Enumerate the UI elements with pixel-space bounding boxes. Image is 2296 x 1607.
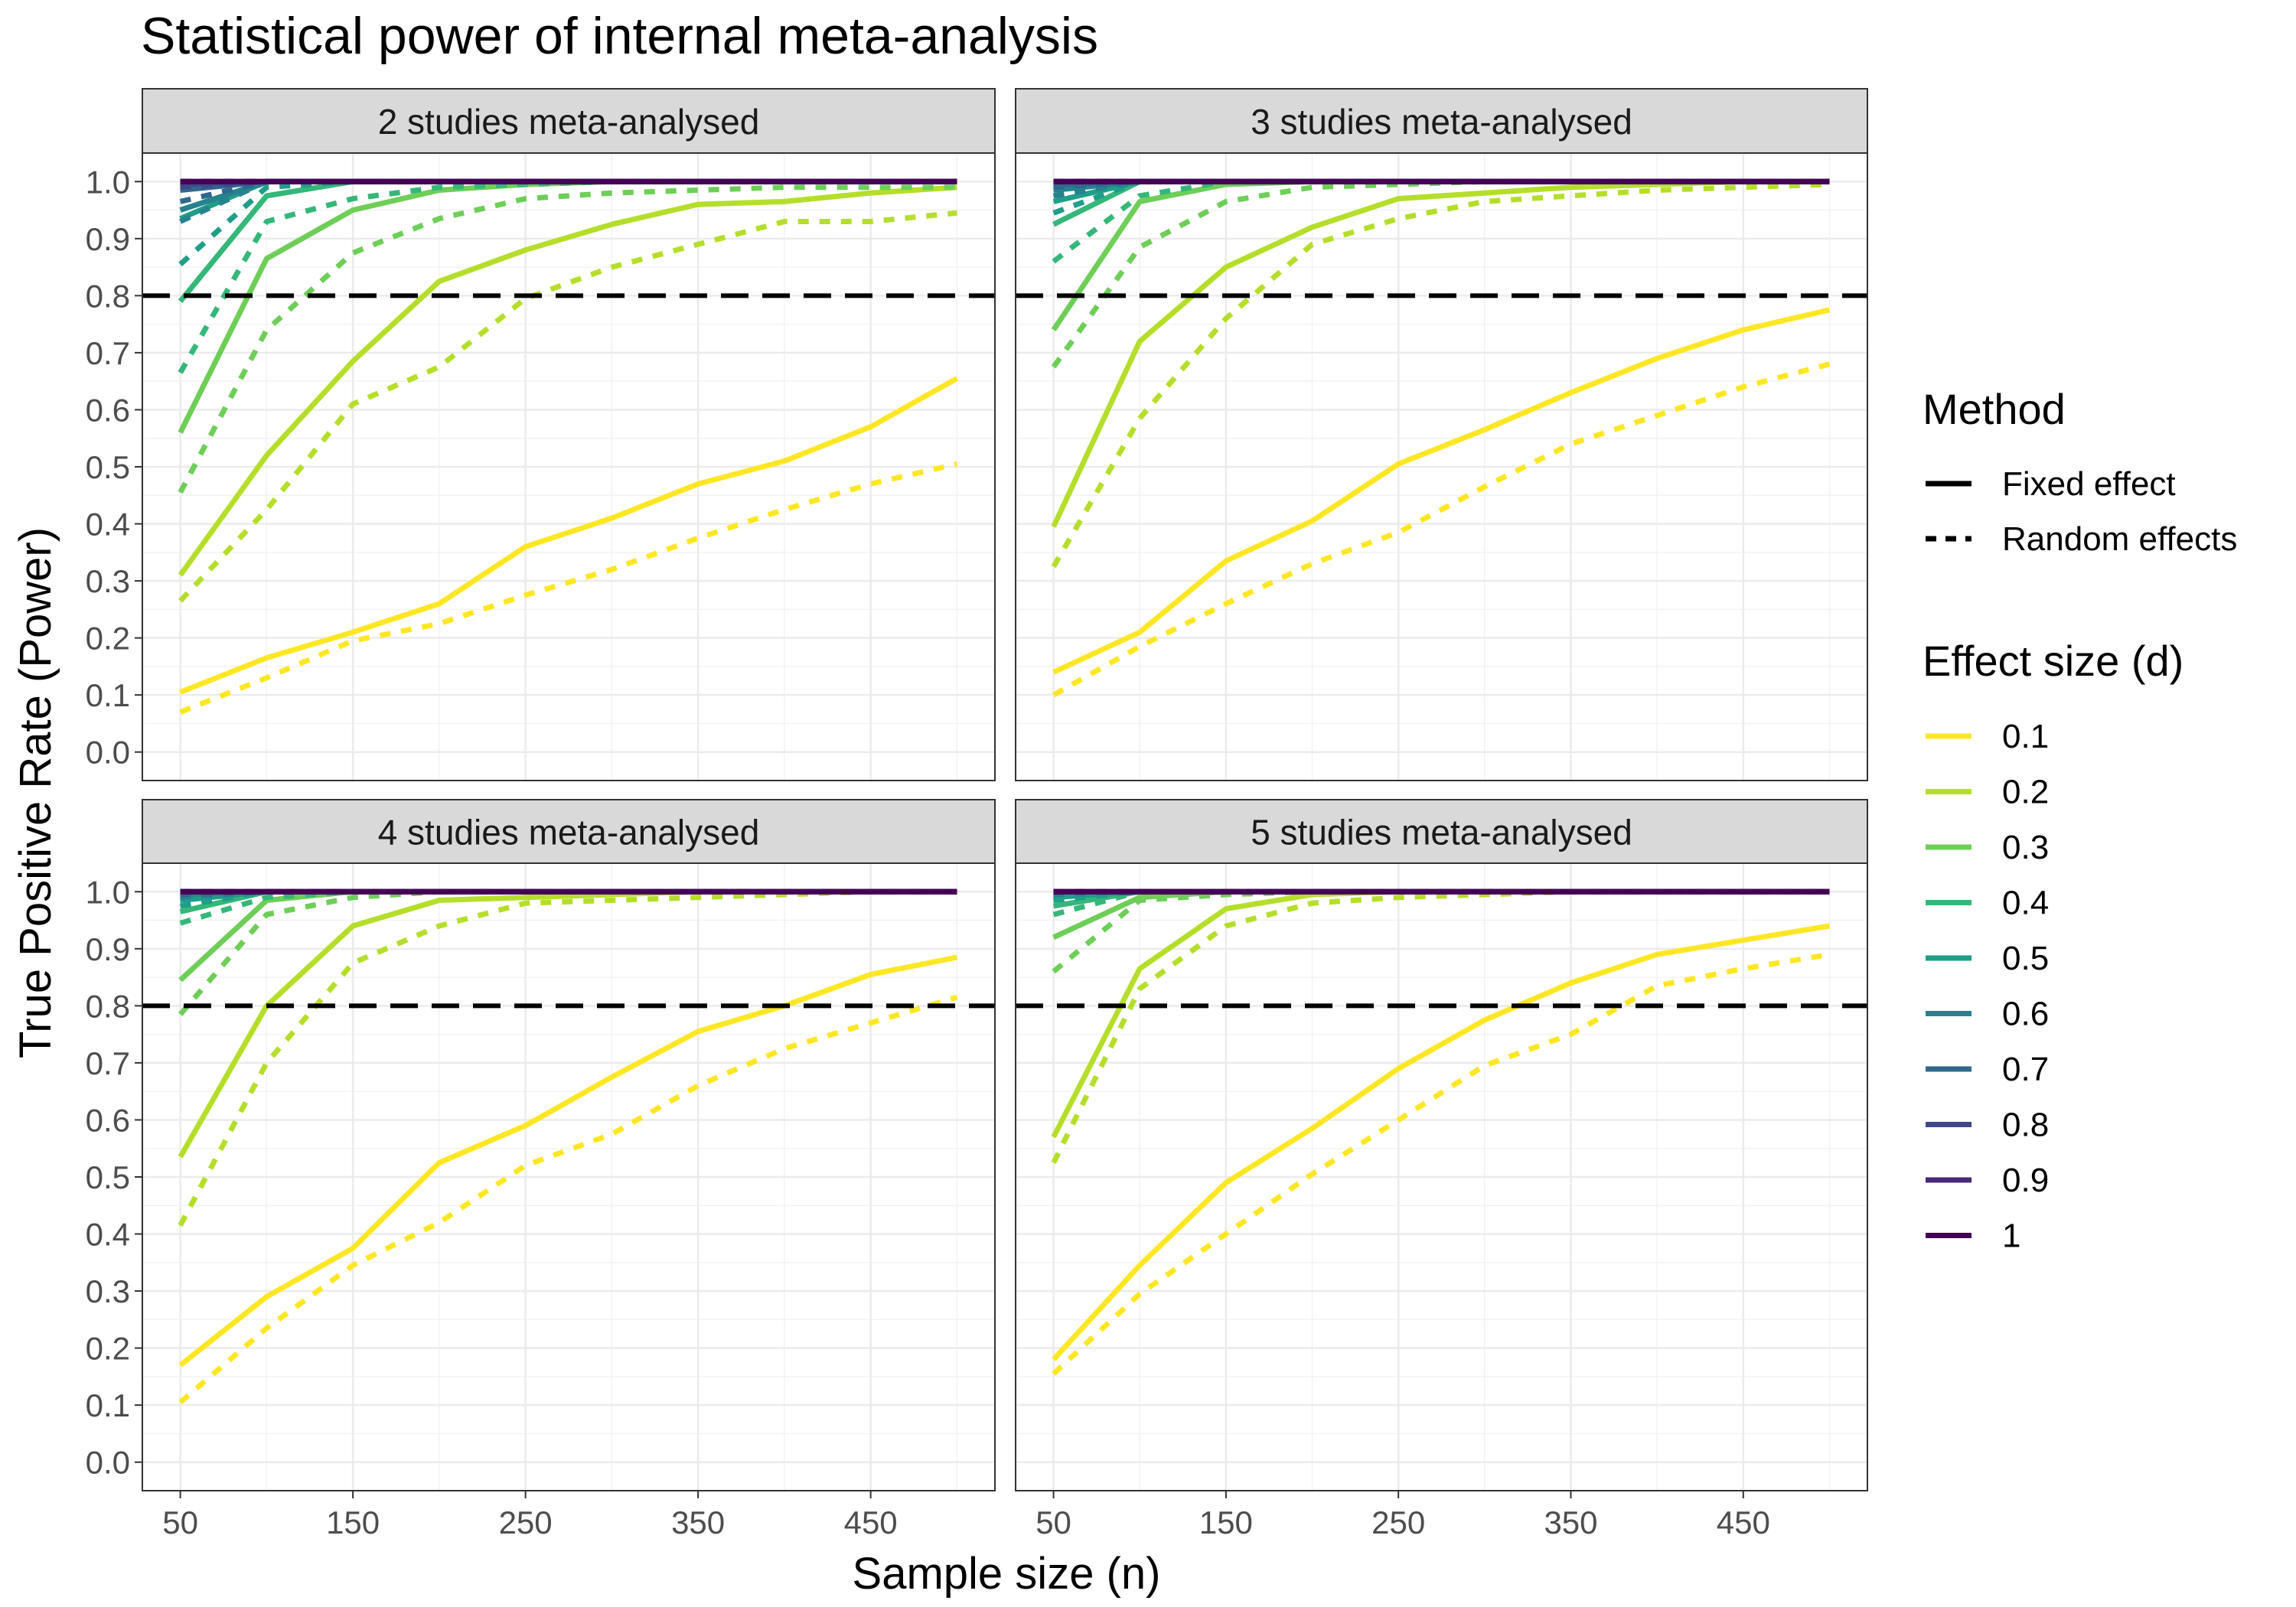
y-tick-label: 0.2: [86, 1331, 130, 1367]
x-tick-label: 450: [1717, 1504, 1770, 1540]
y-tick-label: 0.0: [86, 1445, 130, 1481]
y-tick-label: 1.0: [86, 874, 130, 910]
x-tick-label: 350: [671, 1504, 725, 1540]
y-tick-label: 0.8: [86, 278, 130, 314]
x-tick-label: 50: [162, 1504, 198, 1540]
facet-panel: 5 studies meta-analysed 50 150 250 350 450: [1015, 799, 1868, 1540]
facet-panel: 2 studies meta-analysed 0.0 0.1 0.2 0.3 0.4 0.…: [86, 88, 996, 781]
series-line: [179, 376, 959, 695]
series-line: [178, 954, 958, 1367]
series-line: [178, 184, 957, 577]
chart-title: Statistical power of internal meta-analy…: [141, 7, 1098, 65]
series-line: [178, 994, 958, 1405]
series-line: [1052, 923, 1830, 1361]
legend-effect-label: 0.7: [2002, 1051, 2049, 1088]
legend-effect-label: 0.6: [2002, 996, 2049, 1033]
legend-effect-title: Effect size (d): [1923, 637, 2183, 685]
facet-strip-label: 3 studies meta-analysed: [1251, 102, 1632, 142]
facet-strip-label: 5 studies meta-analysed: [1251, 813, 1632, 852]
y-tick-label: 0.1: [86, 677, 130, 713]
facet-strip: [142, 799, 996, 864]
y-tick-label: 0.7: [86, 1045, 130, 1081]
x-tick-label: 150: [1199, 1504, 1253, 1540]
legend-effect-label: 0.8: [2002, 1107, 2049, 1144]
series-line: [178, 184, 957, 494]
y-tick-label: 0.3: [86, 563, 130, 599]
series-line: [1051, 181, 1830, 569]
legend-effect-label: 0.5: [2002, 940, 2049, 977]
x-axis-title: Sample size (n): [853, 1549, 1161, 1599]
y-tick-label: 0.9: [86, 221, 130, 257]
y-tick-label: 0.1: [86, 1387, 130, 1423]
facet-strip: [1015, 799, 1868, 864]
legend-method-label: Random effects: [2002, 520, 2237, 558]
y-tick-label: 0.8: [86, 988, 130, 1024]
series-line: [1052, 361, 1831, 698]
y-tick-label: 0.6: [86, 392, 130, 428]
panel-border: [1015, 152, 1868, 781]
series-line: [1051, 178, 1830, 369]
series-line: [178, 210, 957, 603]
legend-effect-label: 0.2: [2002, 774, 2049, 811]
facet-panel: 3 studies meta-analysed: [1015, 88, 1868, 781]
y-tick-label: 0.9: [86, 931, 130, 967]
series-line: [1052, 951, 1830, 1376]
x-tick-label: 250: [1371, 1504, 1425, 1540]
legend-effect-label: 0.4: [2002, 885, 2049, 922]
legend-effect-label: 1: [2002, 1217, 2020, 1255]
series-line: [178, 178, 957, 267]
legend-effect-label: 0.3: [2002, 829, 2049, 866]
y-tick-label: 0.6: [86, 1102, 130, 1138]
legend-effect-label: 0.1: [2002, 718, 2049, 755]
y-tick-label: 0.7: [86, 335, 130, 371]
facet-strip-label: 2 studies meta-analysed: [378, 102, 760, 142]
legend-method-title: Method: [1923, 385, 2066, 433]
x-tick-label: 50: [1035, 1504, 1071, 1540]
series-line: [179, 461, 958, 715]
y-tick-label: 0.0: [86, 735, 130, 771]
facet-strip: [142, 88, 996, 154]
y-tick-label: 0.2: [86, 621, 130, 657]
facet-panels: 2 studies meta-analysed 0.0 0.1 0.2 0.3 0.4 0.…: [86, 88, 1868, 1540]
y-tick-label: 0.5: [86, 449, 130, 485]
legend: Method Fixed effect Random effects Effect s…: [1923, 385, 2237, 1255]
x-tick-label: 250: [499, 1504, 553, 1540]
legend-method-label: Fixed effect: [2002, 465, 2176, 503]
y-tick-label: 0.3: [86, 1273, 130, 1309]
x-tick-label: 450: [844, 1504, 898, 1540]
legend-effect-label: 0.9: [2002, 1162, 2049, 1199]
facet-strip-label: 4 studies meta-analysed: [378, 813, 760, 852]
series-line: [1052, 307, 1831, 675]
y-tick-label: 0.5: [86, 1159, 130, 1195]
facet-strip: [1015, 88, 1868, 154]
y-axis-title: True Positive Rate (Power): [11, 527, 60, 1058]
y-tick-label: 0.4: [86, 507, 130, 543]
facet-panel: 4 studies meta-analysed 0.0 0.1 0.2 0.3 0.4 0.…: [86, 799, 996, 1540]
y-tick-label: 1.0: [86, 164, 130, 200]
x-tick-label: 350: [1544, 1504, 1597, 1540]
x-tick-label: 150: [326, 1504, 380, 1540]
panel-border: [1015, 862, 1868, 1491]
y-tick-label: 0.4: [86, 1217, 130, 1253]
